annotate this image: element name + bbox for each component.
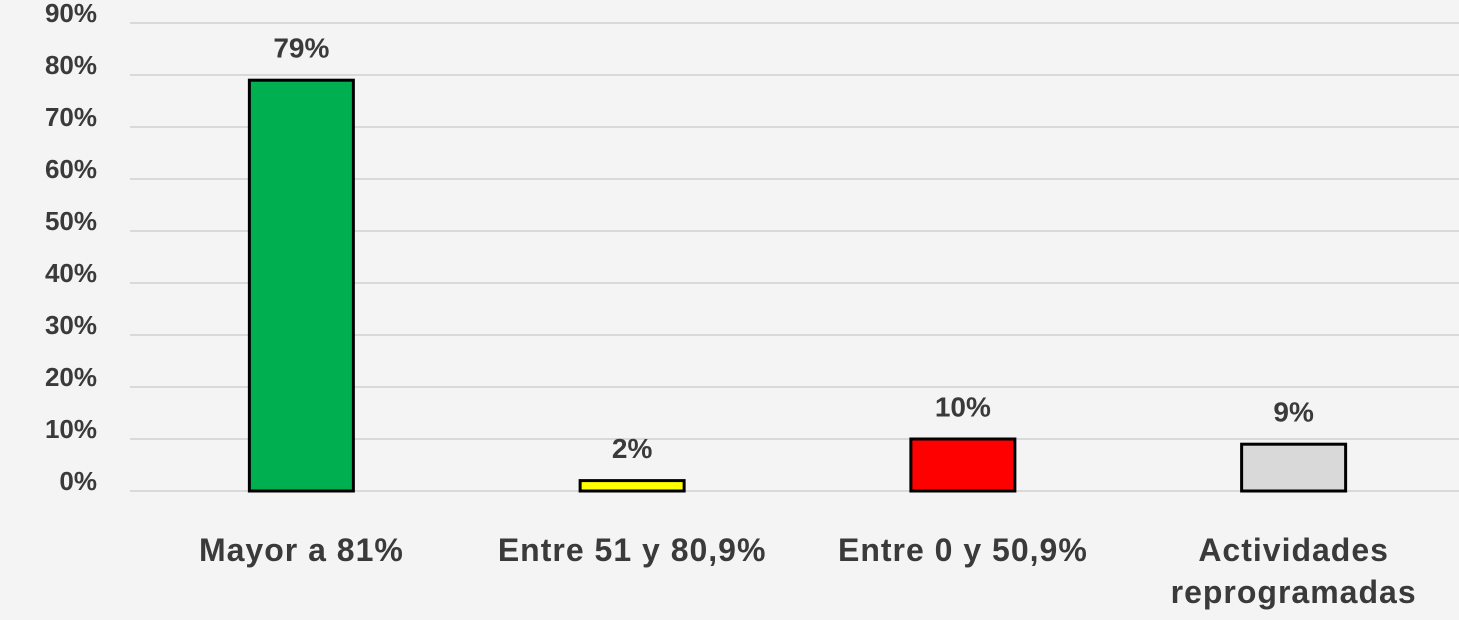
bar xyxy=(1242,444,1346,491)
y-tick-label: 70% xyxy=(45,102,97,132)
y-tick-label: 90% xyxy=(45,0,97,28)
y-tick-label: 60% xyxy=(45,154,97,184)
value-label: 10% xyxy=(935,391,991,422)
y-tick-label: 20% xyxy=(45,362,97,392)
value-label: 9% xyxy=(1273,397,1314,428)
y-tick-label: 30% xyxy=(45,310,97,340)
chart: 0% 10% 20% 30% 40% 50% 60% 70% 80% 90% 79% 2% 10% 9% xyxy=(0,0,1459,620)
y-tick-label: 10% xyxy=(45,414,97,444)
x-tick-label: Actividades reprogramadas xyxy=(1139,529,1449,613)
y-tick-label: 50% xyxy=(45,206,97,236)
bar xyxy=(911,439,1015,491)
x-tick-label: Mayor a 81% xyxy=(146,529,456,571)
bar xyxy=(249,80,353,491)
value-label: 2% xyxy=(612,433,653,464)
page: 0%10%20%30%40%50%60%70%80%90%79%2%10%9% … xyxy=(0,0,1459,620)
y-tick-label: 0% xyxy=(59,466,97,496)
x-tick-label: Entre 0 y 50,9% xyxy=(808,529,1118,571)
value-label: 79% xyxy=(273,33,329,64)
bar xyxy=(580,481,684,491)
x-tick-label: Entre 51 y 80,9% xyxy=(477,529,787,571)
y-tick-label: 40% xyxy=(45,258,97,288)
y-tick-label: 80% xyxy=(45,50,97,80)
